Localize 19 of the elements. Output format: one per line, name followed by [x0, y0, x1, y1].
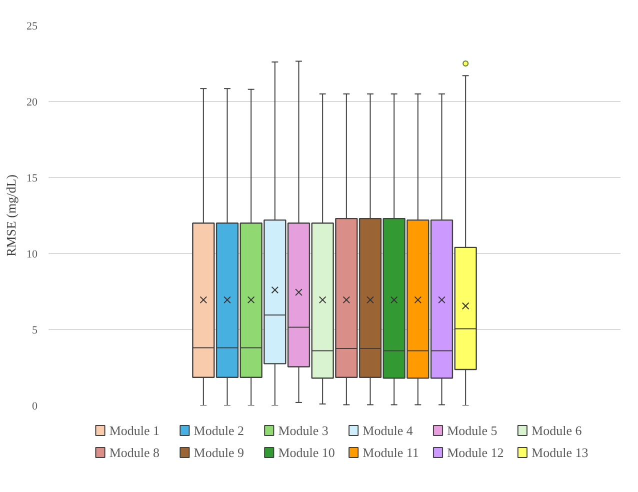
legend-label: Module 10: [278, 445, 335, 460]
y-tick-label: 0: [32, 400, 38, 412]
legend-label: Module 8: [109, 445, 160, 460]
y-tick-label: 10: [26, 248, 38, 260]
legend-label: Module 2: [194, 423, 244, 438]
y-tick-label: 5: [32, 324, 38, 336]
legend-label: Module 9: [194, 445, 244, 460]
legend-label: Module 4: [362, 423, 414, 438]
legend-label: Module 6: [532, 423, 582, 438]
y-tick-label: 25: [26, 20, 38, 32]
legend-label: Module 5: [447, 423, 498, 438]
legend-label: Module 12: [447, 445, 504, 460]
y-tick-label: 15: [26, 172, 38, 184]
legend-label: Module 3: [278, 423, 328, 438]
legend-label: Module 1: [109, 423, 160, 438]
y-axis-title: RMSE (mg/dL): [4, 174, 18, 256]
legend-label: Module 11: [362, 445, 419, 460]
legend-label: Module 13: [532, 445, 588, 460]
y-tick-label: 20: [26, 96, 38, 108]
